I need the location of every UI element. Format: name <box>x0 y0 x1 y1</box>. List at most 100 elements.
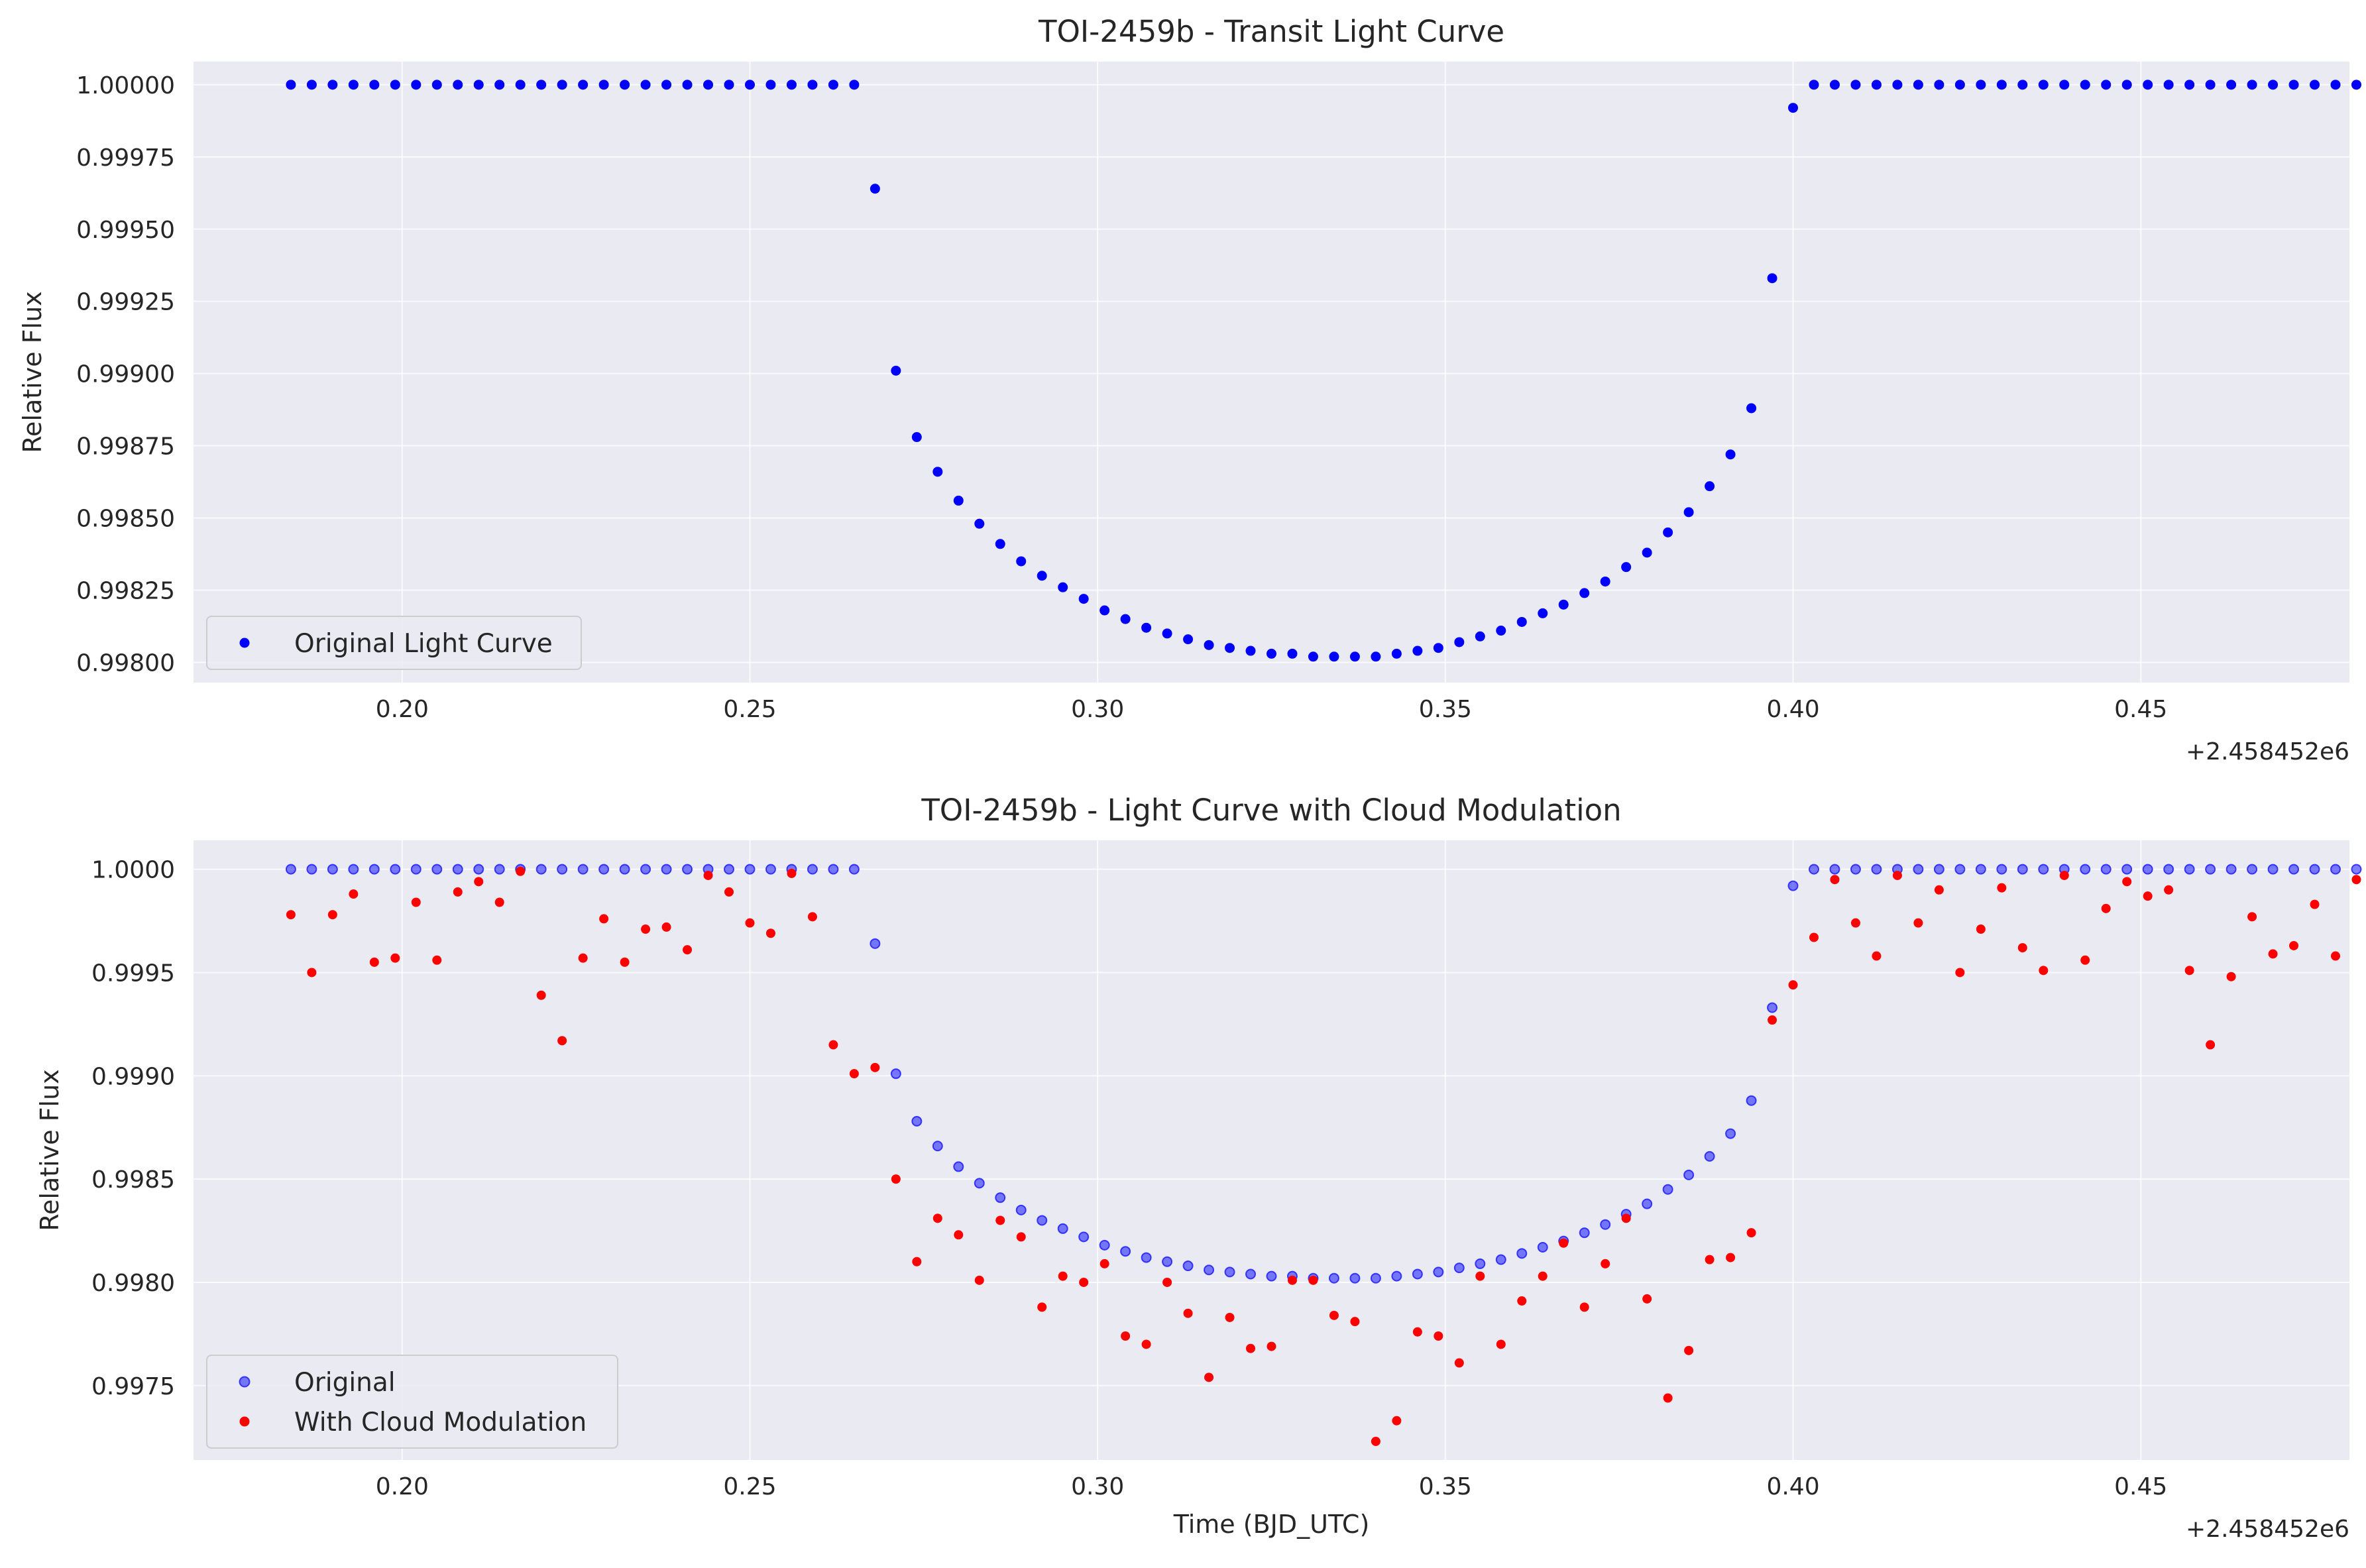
plot-area <box>194 62 2349 683</box>
data-point <box>1996 80 2007 90</box>
data-point <box>577 864 589 875</box>
data-point <box>1725 449 1736 460</box>
data-point <box>2038 80 2049 90</box>
data-point <box>1976 80 1986 90</box>
data-point <box>744 864 756 875</box>
data-point <box>1392 1416 1402 1426</box>
x-offset-label: +2.458452e6 <box>2186 1516 2349 1543</box>
legend: Original Light Curve <box>206 616 582 670</box>
data-point <box>1434 1331 1443 1341</box>
data-point <box>1726 1253 1736 1262</box>
data-point <box>995 1215 1005 1225</box>
legend-frame <box>206 1355 618 1449</box>
data-point <box>1892 80 1903 90</box>
data-point <box>1078 1231 1090 1243</box>
data-point <box>1662 1184 1673 1195</box>
data-point <box>1162 1256 1173 1267</box>
data-point <box>390 80 400 90</box>
data-point <box>2059 80 2070 90</box>
data-point <box>2184 864 2195 875</box>
data-point <box>891 1174 901 1184</box>
data-point <box>1537 1241 1548 1253</box>
data-point <box>1642 1198 1653 1209</box>
data-point <box>1705 481 1715 492</box>
data-point <box>2163 864 2174 875</box>
data-point <box>2080 864 2091 875</box>
data-point <box>1725 1128 1736 1139</box>
data-point <box>474 877 484 887</box>
data-point <box>1225 1312 1235 1322</box>
x-tick-label: 0.20 <box>376 696 429 723</box>
legend-label: Original <box>294 1368 396 1398</box>
x-tick-label: 0.25 <box>723 1473 776 1500</box>
data-point <box>2289 940 2299 950</box>
data-point <box>1601 1259 1610 1268</box>
data-point <box>2247 80 2257 90</box>
data-point <box>703 80 714 90</box>
data-point <box>2205 80 2216 90</box>
data-point <box>1683 1169 1695 1180</box>
data-point <box>1246 1343 1256 1353</box>
data-point <box>682 864 693 875</box>
data-point <box>598 864 610 875</box>
data-point <box>494 864 505 875</box>
data-point <box>912 1257 922 1266</box>
data-point <box>557 864 568 875</box>
data-point <box>849 80 860 90</box>
data-point <box>2163 80 2174 90</box>
data-point <box>306 864 317 875</box>
data-point <box>932 467 943 477</box>
data-point <box>494 80 505 90</box>
data-point <box>2309 864 2320 875</box>
data-point <box>1078 594 1089 604</box>
data-point <box>724 887 734 897</box>
data-point <box>2122 877 2132 887</box>
data-point <box>1141 1252 1152 1263</box>
chart-title: TOI-2459b - Transit Light Curve <box>1038 14 1504 49</box>
data-point <box>1224 1266 1235 1278</box>
x-tick-label: 0.35 <box>1419 1473 1472 1500</box>
data-point <box>2039 966 2049 976</box>
data-point <box>786 80 797 90</box>
data-point <box>932 1213 942 1223</box>
data-point <box>348 864 359 875</box>
data-point <box>1016 1232 1026 1242</box>
data-point <box>787 868 797 878</box>
data-point <box>453 80 463 90</box>
data-point <box>2101 903 2111 913</box>
data-point <box>2101 80 2112 90</box>
data-point <box>1892 870 1902 880</box>
data-point <box>516 866 526 876</box>
data-point <box>661 864 672 875</box>
data-point <box>1099 1239 1110 1251</box>
data-point <box>1328 1272 1339 1284</box>
data-point <box>765 864 776 875</box>
data-point <box>1579 1227 1590 1239</box>
data-point <box>1267 1341 1276 1351</box>
data-point <box>911 432 922 443</box>
data-point <box>807 912 817 922</box>
y-axis-label: Relative Flux <box>35 1069 64 1231</box>
data-point <box>1037 1302 1047 1312</box>
data-point <box>1495 1254 1506 1265</box>
y-tick-label: 0.99950 <box>76 217 175 244</box>
data-point <box>2351 875 2361 885</box>
y-tick-label: 0.99925 <box>76 289 175 316</box>
x-tick-label: 0.35 <box>1419 696 1472 723</box>
data-point <box>828 1040 838 1050</box>
data-point <box>1454 637 1465 647</box>
data-point <box>2226 972 2236 981</box>
legend-marker <box>239 638 250 648</box>
data-point <box>2206 1040 2216 1050</box>
y-tick-label: 0.9990 <box>91 1063 175 1090</box>
x-tick-label: 0.40 <box>1766 1473 1819 1500</box>
data-point <box>1579 1302 1589 1312</box>
data-point <box>327 910 337 920</box>
data-point <box>870 938 881 949</box>
legend-label: Original Light Curve <box>294 629 553 659</box>
data-point <box>2121 80 2132 90</box>
data-point <box>1433 643 1443 653</box>
data-point <box>891 365 901 376</box>
data-point <box>1329 1310 1339 1320</box>
data-point <box>1496 626 1506 636</box>
